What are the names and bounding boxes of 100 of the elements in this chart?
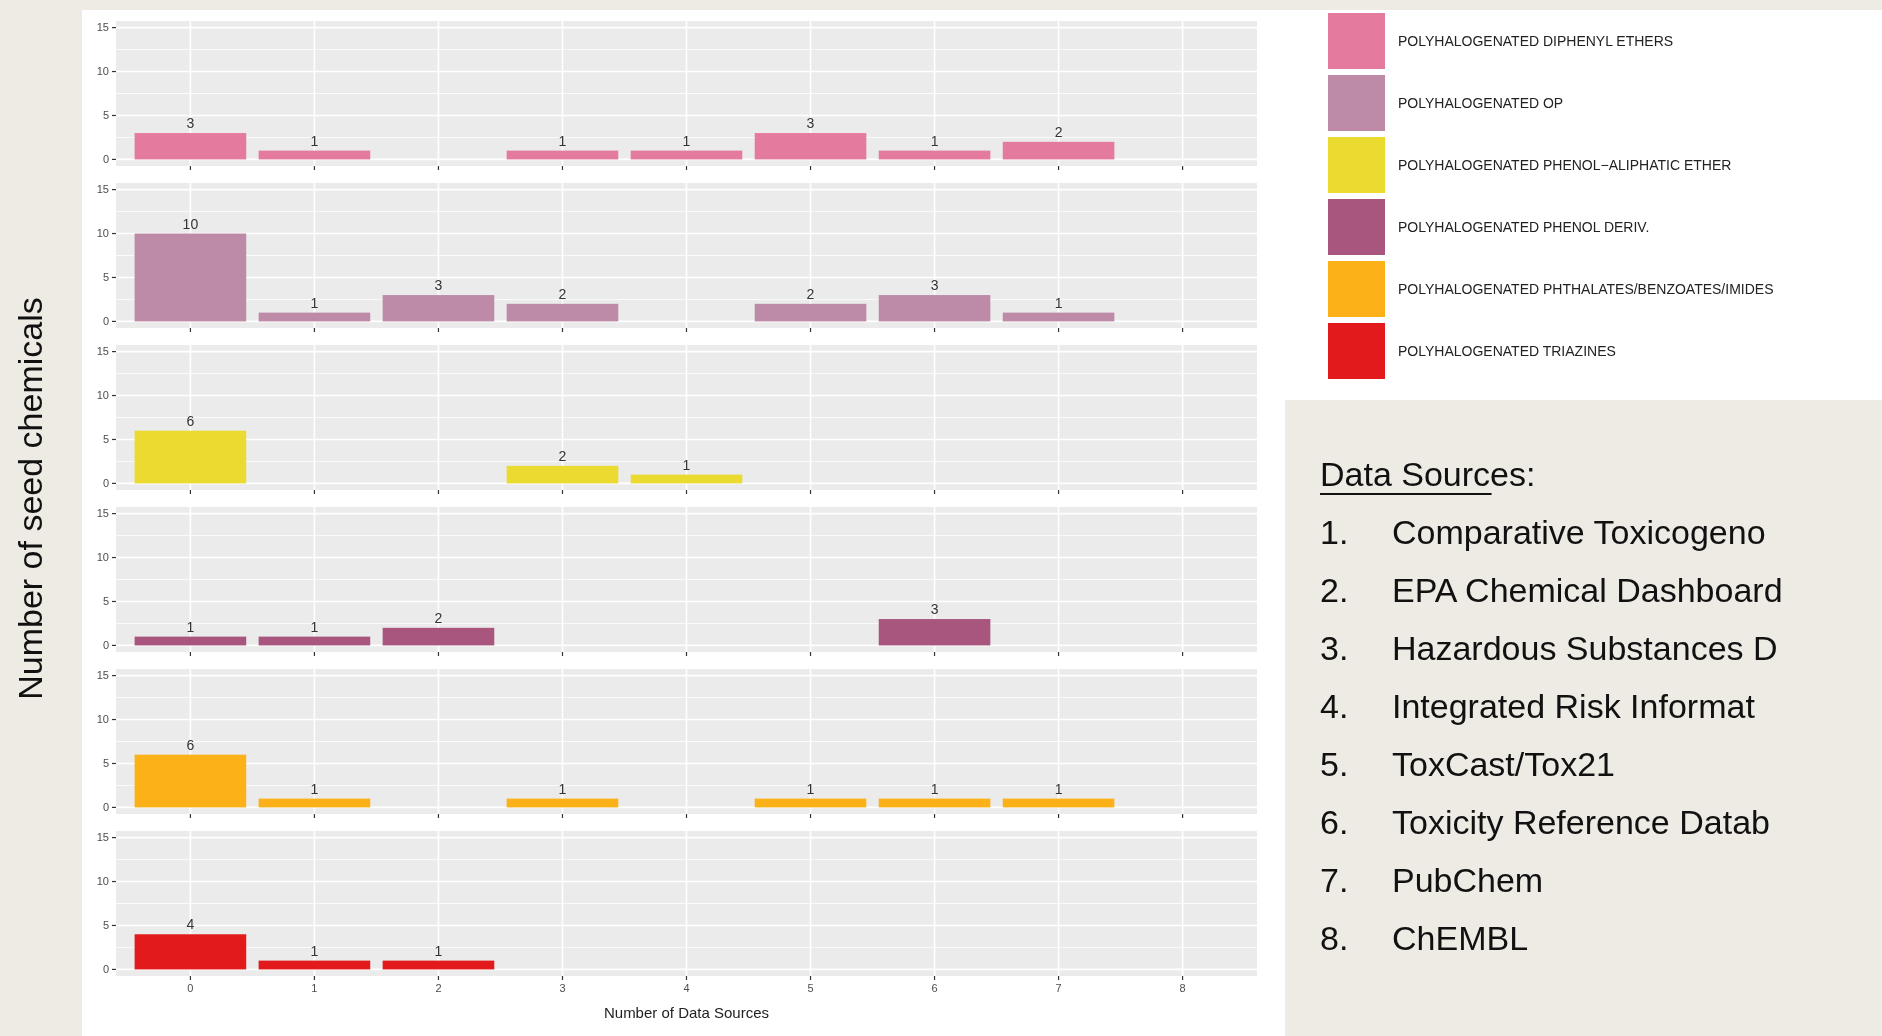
y-tick-label: 10 bbox=[96, 389, 109, 402]
data-label: 1 bbox=[434, 942, 443, 959]
data-label: 1 bbox=[1054, 780, 1063, 797]
y-axis-title: Number of seed chemicals bbox=[11, 297, 49, 700]
data-label: 3 bbox=[930, 277, 939, 294]
bar bbox=[506, 303, 619, 322]
bar bbox=[1002, 141, 1115, 160]
bar bbox=[754, 133, 867, 160]
x-tick-label: 1 bbox=[311, 982, 318, 994]
text: POLYHALOGENATED OP bbox=[1398, 94, 1564, 111]
y-tick-label: 0 bbox=[102, 639, 109, 652]
data-label: 4 bbox=[186, 916, 195, 933]
bar bbox=[382, 627, 495, 646]
text: 7. PubChem bbox=[1320, 861, 1544, 899]
data-label: 1 bbox=[310, 294, 319, 311]
x-tick-label: 8 bbox=[1179, 982, 1186, 994]
text: POLYHALOGENATED PHENOL−ALIPHATIC ETHER bbox=[1398, 156, 1732, 173]
y-tick-label: 15 bbox=[96, 345, 109, 358]
x-tick-label: 5 bbox=[807, 982, 814, 994]
y-tick-label: 0 bbox=[102, 315, 109, 328]
x-tick-label: 2 bbox=[435, 982, 442, 994]
data-label: 2 bbox=[558, 285, 567, 302]
bar bbox=[134, 636, 247, 646]
y-tick-label: 15 bbox=[96, 831, 109, 844]
x-tick-label: 0 bbox=[187, 982, 194, 994]
y-tick-label: 15 bbox=[96, 507, 109, 520]
y-tick-label: 10 bbox=[96, 551, 109, 564]
bar bbox=[134, 430, 247, 484]
text: 5. ToxCast/Tox21 bbox=[1320, 745, 1615, 783]
text: POLYHALOGENATED PHTHALATES/BENZOATES/IMIDES bbox=[1398, 280, 1774, 297]
data-label: 1 bbox=[558, 780, 567, 797]
y-tick-label: 10 bbox=[96, 65, 109, 78]
text: 8. ChEMBL bbox=[1320, 919, 1529, 957]
data-label: 1 bbox=[682, 456, 691, 473]
bar bbox=[878, 295, 991, 322]
text: 4. Integrated Risk Informat bbox=[1320, 687, 1755, 725]
data-label: 1 bbox=[930, 132, 939, 149]
text: 1. Comparative Toxicogeno bbox=[1320, 513, 1766, 551]
y-tick-label: 0 bbox=[102, 153, 109, 166]
data-label: 1 bbox=[310, 942, 319, 959]
text: Data Sources: bbox=[1320, 455, 1536, 493]
data-label: 2 bbox=[1054, 123, 1063, 140]
data-label: 3 bbox=[434, 277, 443, 294]
y-tick-label: 0 bbox=[102, 801, 109, 814]
data-label: 1 bbox=[930, 780, 939, 797]
bar bbox=[258, 150, 371, 160]
bar bbox=[258, 636, 371, 646]
y-tick-label: 5 bbox=[102, 595, 109, 608]
bar bbox=[754, 303, 867, 322]
text: POLYHALOGENATED PHENOL DERIV. bbox=[1398, 218, 1650, 235]
data-label: 6 bbox=[186, 412, 195, 429]
y-tick-label: 10 bbox=[96, 875, 109, 888]
x-tick-label: 7 bbox=[1055, 982, 1062, 994]
data-label: 2 bbox=[434, 609, 443, 626]
text: POLYHALOGENATED DIPHENYL ETHERS bbox=[1398, 32, 1674, 49]
data-label: 1 bbox=[1054, 294, 1063, 311]
y-tick-label: 5 bbox=[102, 433, 109, 446]
data-label: 3 bbox=[806, 115, 815, 132]
bar bbox=[258, 312, 371, 322]
data-label: 1 bbox=[558, 132, 567, 149]
data-label: 6 bbox=[186, 736, 195, 753]
data-label: 3 bbox=[186, 115, 195, 132]
y-tick-label: 5 bbox=[102, 919, 109, 932]
data-label: 2 bbox=[806, 285, 815, 302]
data-label: 2 bbox=[558, 447, 567, 464]
text: POLYHALOGENATED TRIAZINES bbox=[1398, 342, 1616, 359]
bar bbox=[134, 133, 247, 160]
bar bbox=[382, 295, 495, 322]
bar bbox=[630, 474, 743, 484]
y-tick-label: 5 bbox=[102, 757, 109, 770]
y-tick-label: 0 bbox=[102, 477, 109, 490]
text: 6. Toxicity Reference Datab bbox=[1320, 803, 1770, 841]
data-label: 3 bbox=[930, 601, 939, 618]
data-label: 1 bbox=[806, 780, 815, 797]
y-tick-label: 15 bbox=[96, 183, 109, 196]
bar bbox=[506, 465, 619, 484]
data-label: 1 bbox=[310, 618, 319, 635]
data-label: 1 bbox=[186, 618, 195, 635]
data-label: 1 bbox=[310, 132, 319, 149]
y-tick-label: 0 bbox=[102, 963, 109, 976]
y-tick-label: 10 bbox=[96, 713, 109, 726]
text: 2. EPA Chemical Dashboard bbox=[1320, 571, 1783, 609]
bar bbox=[630, 150, 743, 160]
data-label: 1 bbox=[682, 132, 691, 149]
y-tick-label: 15 bbox=[96, 669, 109, 682]
bar bbox=[1002, 312, 1115, 322]
x-tick-label: 6 bbox=[931, 982, 938, 994]
bar bbox=[134, 233, 247, 322]
x-tick-label: 3 bbox=[559, 982, 566, 994]
y-tick-label: 10 bbox=[96, 227, 109, 240]
x-axis-title: Number of Data Sources bbox=[603, 1004, 770, 1021]
y-tick-label: 15 bbox=[96, 21, 109, 34]
y-tick-label: 5 bbox=[102, 271, 109, 284]
data-label: 10 bbox=[182, 215, 199, 232]
bar bbox=[878, 150, 991, 160]
x-tick-label: 4 bbox=[683, 982, 690, 994]
data-label: 1 bbox=[310, 780, 319, 797]
bar bbox=[878, 619, 991, 646]
bar bbox=[506, 150, 619, 160]
text: 3. Hazardous Substances D bbox=[1320, 629, 1778, 667]
